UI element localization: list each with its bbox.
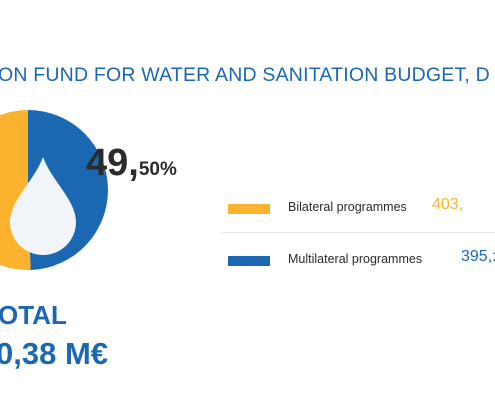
- legend-swatch-multilateral: [228, 256, 270, 266]
- percent-data-label: 49,50%: [86, 142, 177, 185]
- legend-item-multilateral: Multilateral programmes 395,:: [228, 248, 495, 271]
- total-value: 0,38 M€: [0, 336, 109, 371]
- water-drop-icon: [10, 157, 76, 255]
- legend-divider: [222, 232, 495, 233]
- legend-swatch-bilateral: [228, 204, 270, 214]
- percent-label-fraction: 50%: [138, 159, 177, 180]
- chart-title: ON FUND FOR WATER AND SANITATION BUDGET,…: [0, 64, 490, 86]
- legend-value-bilateral: 403,: [432, 196, 464, 213]
- legend-item-bilateral: Bilateral programmes 403,: [228, 196, 495, 219]
- legend-value-multilateral: 395,:: [461, 248, 495, 265]
- legend-label-multilateral: Multilateral programmes: [288, 252, 423, 266]
- percent-label-whole: 49,: [86, 142, 139, 184]
- total-label: OTAL: [0, 300, 67, 330]
- legend-label-bilateral: Bilateral programmes: [288, 200, 407, 214]
